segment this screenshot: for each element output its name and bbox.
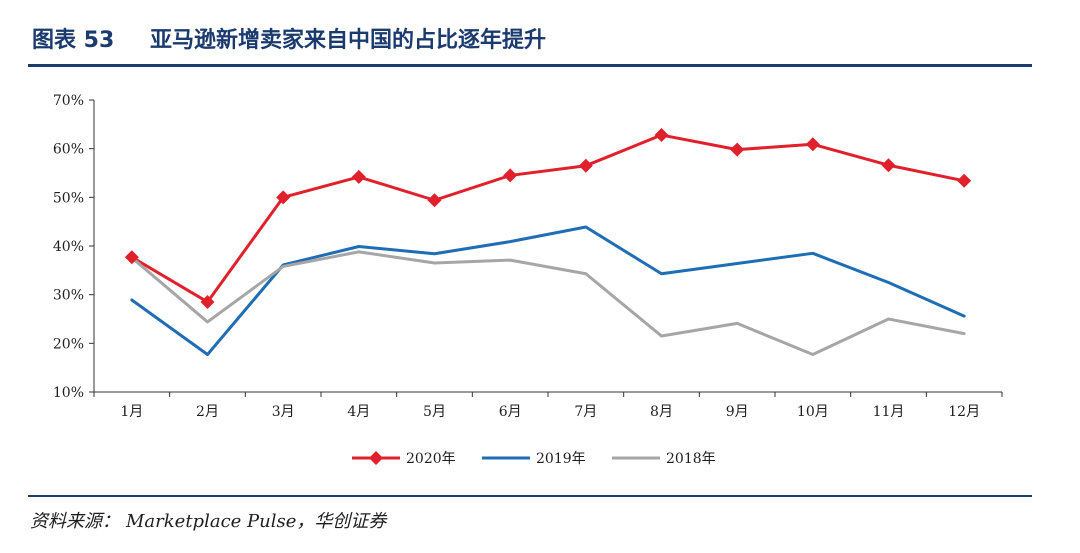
source-label: 资料来源： — [30, 511, 120, 532]
x-tick-label: 8月 — [650, 404, 673, 420]
x-tick-label: 11月 — [873, 404, 905, 420]
x-tick-label: 10月 — [797, 404, 829, 420]
data-point — [957, 173, 972, 188]
y-tick-label: 50% — [53, 190, 84, 206]
y-tick-label: 30% — [53, 288, 84, 304]
data-point — [124, 250, 139, 265]
legend-label: 2019年 — [536, 451, 586, 467]
y-tick-label: 70% — [53, 93, 84, 109]
x-tick-label: 5月 — [423, 404, 446, 420]
data-point — [503, 168, 518, 183]
legend-label: 2020年 — [406, 451, 456, 467]
data-point — [730, 142, 745, 157]
legend-label: 2018年 — [666, 451, 716, 467]
x-tick-label: 6月 — [499, 404, 522, 420]
figure-title: 亚马逊新增卖家来自中国的占比逐年提升 — [150, 28, 547, 53]
axes: 10% 20% 30% 40% 50% 60% 70% 1月 2月 3月 4月 5月 6月 7月 8月 9月 1… — [53, 93, 1003, 420]
x-tick-label: 4月 — [347, 404, 370, 420]
source-note: 资料来源： Marketplace Pulse，华创证券 — [30, 507, 386, 533]
line-chart: 10% 20% 30% 40% 50% 60% 70% 1月 2月 3月 4月 5月 6月 7月 8月 9月 1… — [53, 93, 1003, 467]
series-line-2020年 — [130, 133, 966, 304]
data-point — [654, 128, 669, 143]
data-point — [351, 169, 366, 184]
series-lines — [124, 128, 972, 357]
x-tick-label: 7月 — [574, 404, 597, 420]
y-tick-label: 40% — [53, 239, 84, 255]
figure-header: 图表 53 亚马逊新增卖家来自中国的占比逐年提升 — [28, 22, 1038, 62]
data-point — [276, 190, 291, 205]
figure-label: 图表 53 — [32, 28, 115, 53]
bottom-rule — [28, 495, 1032, 497]
legend-marker — [369, 451, 383, 465]
top-rule — [28, 64, 1032, 67]
x-tick-label: 3月 — [272, 404, 295, 420]
x-tick-label: 2月 — [196, 404, 219, 420]
x-tick-label: 9月 — [726, 404, 749, 420]
series-line-2019年 — [130, 225, 966, 357]
data-point — [805, 137, 820, 152]
x-tick-label: 12月 — [948, 404, 980, 420]
y-tick-label: 10% — [53, 385, 84, 401]
y-tick-label: 20% — [53, 336, 84, 352]
data-point — [200, 294, 215, 309]
legend: 2020年 2019年 2018年 — [352, 451, 716, 467]
source-text: Marketplace Pulse，华创证券 — [126, 511, 387, 532]
x-tick-label: 1月 — [120, 404, 143, 420]
series-line-2018年 — [130, 250, 966, 357]
data-point — [427, 193, 442, 208]
data-point — [881, 158, 896, 173]
y-tick-label: 60% — [53, 142, 84, 158]
data-point — [578, 158, 593, 173]
